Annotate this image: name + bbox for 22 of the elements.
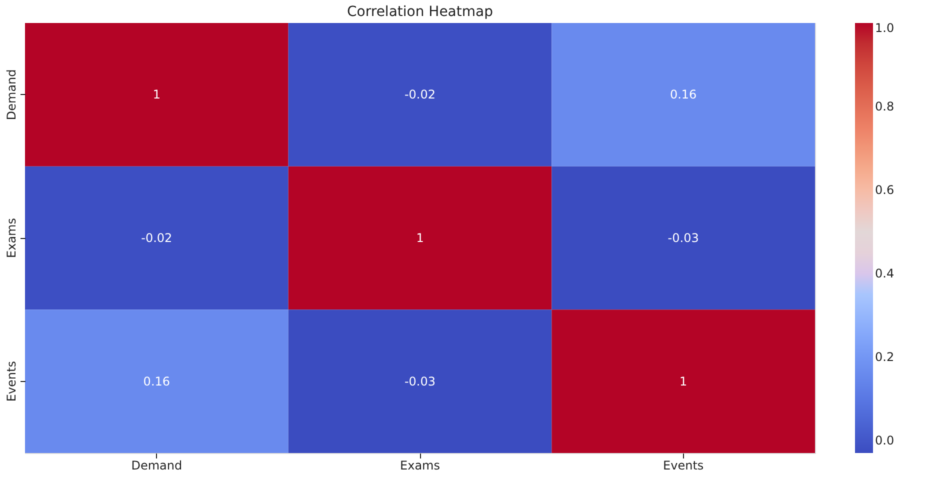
y-tick-label: Exams [4, 218, 18, 258]
color-bar-label: 0.4 [875, 266, 894, 280]
data-label: -0.02 [141, 231, 172, 245]
data-label: 1 [680, 374, 688, 388]
color-bar-label: 0.2 [875, 350, 894, 364]
color-bar-label: 0.6 [875, 182, 894, 197]
y-tick-label: Events [4, 361, 18, 402]
x-tick-label: Exams [400, 458, 440, 472]
data-label: -0.03 [404, 374, 436, 388]
x-tick-label: Demand [131, 458, 182, 472]
data-label: 1 [416, 231, 424, 245]
data-label: -0.02 [404, 88, 436, 102]
y-tick-label: Demand [4, 69, 18, 120]
data-label: 0.16 [670, 88, 697, 102]
chart-title: Correlation Heatmap [347, 4, 494, 20]
color-bar-label: 0.8 [875, 99, 894, 114]
x-tick-label: Events [663, 458, 704, 472]
data-label: 0.16 [143, 374, 170, 388]
color-bar-label: 1.0 [875, 21, 894, 35]
color-bar-label: 0.0 [875, 433, 894, 448]
data-label: -0.03 [668, 231, 699, 245]
data-label: 1 [152, 88, 160, 102]
